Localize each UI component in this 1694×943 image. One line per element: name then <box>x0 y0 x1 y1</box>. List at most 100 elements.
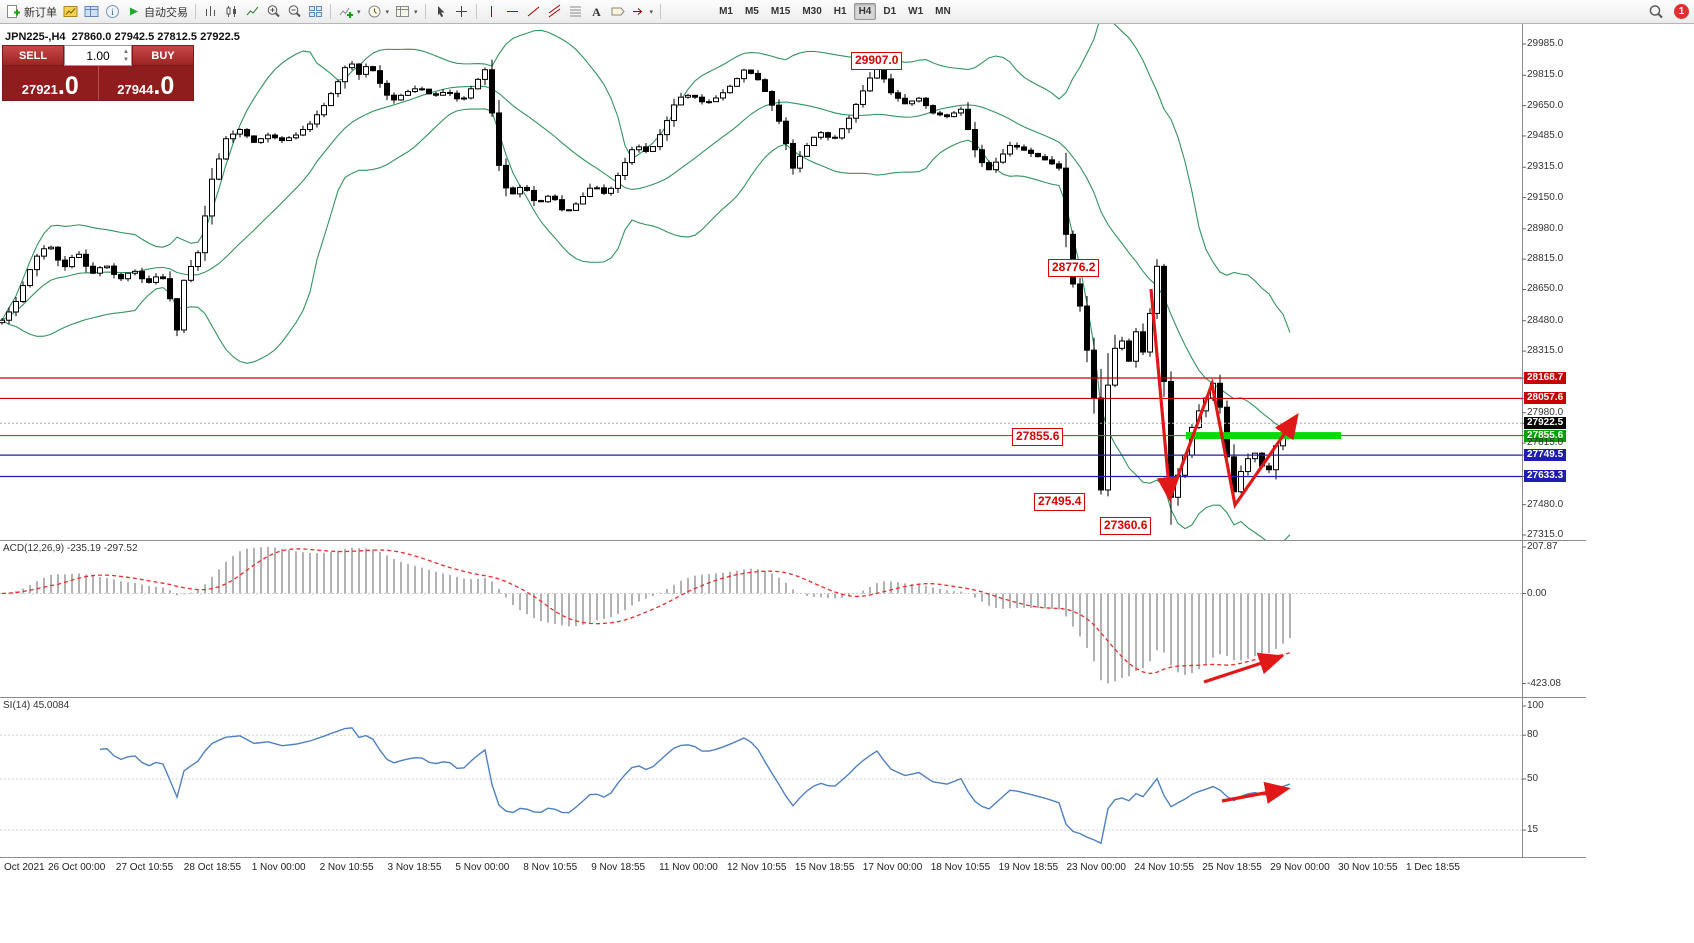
toolbar-separator <box>195 4 196 19</box>
periods-button[interactable]: ▾ <box>364 2 393 21</box>
volume-stepper[interactable]: 1.00 ▲ ▼ <box>64 45 132 66</box>
rsi-scale-label: 50 <box>1527 773 1539 784</box>
time-label: 17 Nov 00:00 <box>862 862 923 873</box>
price-line-badge: 27633.3 <box>1524 470 1567 483</box>
one-click-trading-panel: SELL 1.00 ▲ ▼ BUY 27921 .0 27944 .0 <box>2 45 194 101</box>
quote-prices: 27921 .0 27944 .0 <box>2 66 194 101</box>
search-button[interactable] <box>1645 2 1667 21</box>
bollinger-bands <box>1 22 1291 540</box>
tile-windows-button[interactable] <box>305 2 326 21</box>
autotrade-label: 自动交易 <box>144 6 188 19</box>
rsi-panel <box>0 727 1522 845</box>
zoom-in-button[interactable] <box>263 2 284 21</box>
vertical-line-button[interactable] <box>481 2 502 21</box>
sell-price-button[interactable]: 27921 .0 <box>3 66 98 100</box>
horizontal-line-icon <box>505 4 520 19</box>
trend-arrow <box>1149 288 1180 503</box>
dropdown-arrow-icon: ▾ <box>385 8 390 16</box>
channel-button[interactable] <box>544 2 565 21</box>
data-window-button[interactable] <box>81 2 102 21</box>
timeframe-m30[interactable]: M30 <box>802 6 822 17</box>
price-callout[interactable]: 29907.0 <box>851 52 903 70</box>
price-axis-label: 28815.0 <box>1527 253 1564 265</box>
chart-bars-button[interactable] <box>200 2 221 21</box>
time-label: Oct 2021 <box>4 862 45 873</box>
spinner-down-icon[interactable]: ▼ <box>123 57 129 63</box>
price-axis-label: 27815.0 <box>1527 437 1564 449</box>
time-label: 12 Nov 10:55 <box>727 862 787 873</box>
timeframe-m15[interactable]: M15 <box>770 6 791 17</box>
volume-spinner[interactable]: ▲ ▼ <box>123 48 129 64</box>
price-callout[interactable]: 27855.6 <box>1012 428 1064 446</box>
crosshair-button[interactable] <box>451 2 472 21</box>
time-label: 28 Oct 18:55 <box>183 862 242 873</box>
timeframe-group: M1 M5 M15 M30 H1 H4 D1 W1 MN <box>713 3 957 20</box>
sell-button[interactable]: SELL <box>2 45 64 66</box>
time-label: 27 Oct 10:55 <box>115 862 174 873</box>
text-label-button[interactable] <box>607 2 628 21</box>
time-label: 23 Nov 00:00 <box>1066 862 1127 873</box>
horizontal-line-button[interactable] <box>502 2 523 21</box>
trendline-button[interactable] <box>523 2 544 21</box>
cursor-button[interactable] <box>430 2 451 21</box>
text-button[interactable]: A <box>586 2 607 21</box>
thick-green-line[interactable] <box>1186 432 1341 440</box>
time-label: 15 Nov 18:55 <box>794 862 855 873</box>
template-icon <box>395 4 410 19</box>
cursor-icon <box>433 4 448 19</box>
new-order-button[interactable]: 新订单 <box>3 2 60 21</box>
arrows-tool-button[interactable]: ▾ <box>628 2 657 21</box>
market-watch-button[interactable] <box>60 2 81 21</box>
macd-scale-label: 0.00 <box>1527 587 1547 599</box>
notification-badge[interactable]: 1 <box>1674 4 1689 19</box>
price-callout[interactable]: 27495.4 <box>1034 493 1086 511</box>
timeframe-w1[interactable]: W1 <box>908 6 924 17</box>
line-chart-icon <box>245 4 260 19</box>
timeframe-d1[interactable]: D1 <box>883 6 897 17</box>
price-axis-label: 28980.0 <box>1527 222 1564 234</box>
info-button[interactable]: i <box>102 2 123 21</box>
price-callout[interactable]: 28776.2 <box>1048 259 1100 277</box>
toolbar-separator <box>330 4 331 19</box>
market-watch-icon <box>63 4 78 19</box>
time-label: 18 Nov 10:55 <box>930 862 991 873</box>
chart-line-button[interactable] <box>242 2 263 21</box>
time-label: 25 Nov 18:55 <box>1202 862 1262 873</box>
crosshair-icon <box>454 4 469 19</box>
price-axis-label: 29985.0 <box>1527 38 1564 49</box>
templates-button[interactable]: ▾ <box>392 2 421 21</box>
buy-price-main: 27944 <box>117 82 154 97</box>
trend-arrows[interactable] <box>1149 288 1299 804</box>
trendline-icon <box>526 4 541 19</box>
volume-value[interactable]: 1.00 <box>86 48 110 63</box>
price-callout[interactable]: 27360.6 <box>1100 517 1152 535</box>
timeframe-mn[interactable]: MN <box>935 6 951 17</box>
macd-panel <box>0 547 1522 684</box>
price-axis-label: 28480.0 <box>1527 314 1564 326</box>
zoom-out-icon <box>287 4 302 19</box>
time-label: 30 Nov 10:55 <box>1338 862 1398 873</box>
autotrade-button[interactable]: 自动交易 <box>123 2 191 21</box>
horizontal-level-lines[interactable] <box>0 377 1522 478</box>
spinner-up-icon[interactable]: ▲ <box>123 49 129 55</box>
price-axis[interactable]: 29985.0 29815.0 29650.0 29485.0 29315.0 29150… <box>1523 22 1593 858</box>
price-axis-label: 29485.0 <box>1527 129 1564 141</box>
fibonacci-button[interactable] <box>565 2 586 21</box>
chart-candles-button[interactable] <box>221 2 242 21</box>
time-axis[interactable]: Oct 2021 26 Oct 00:00 27 Oct 10:55 28 Oct 1… <box>0 858 1586 877</box>
timeframe-m5[interactable]: M5 <box>744 6 759 17</box>
price-axis-label: 29815.0 <box>1527 69 1564 81</box>
buy-button[interactable]: BUY <box>132 45 194 66</box>
zoom-out-button[interactable] <box>284 2 305 21</box>
clock-icon <box>367 4 382 19</box>
time-label: 3 Nov 18:55 <box>387 862 442 873</box>
time-label: 8 Nov 10:55 <box>523 862 578 873</box>
timeframe-h4[interactable]: H4 <box>853 3 877 20</box>
timeframe-m1[interactable]: M1 <box>719 6 733 17</box>
time-label: 1 Dec 18:55 <box>1406 862 1460 873</box>
timeframe-h1[interactable]: H1 <box>833 6 847 17</box>
indicators-button[interactable]: ▾ <box>335 2 364 21</box>
buy-price-button[interactable]: 27944 .0 <box>97 66 194 100</box>
macd-signal-line <box>1 548 1291 675</box>
